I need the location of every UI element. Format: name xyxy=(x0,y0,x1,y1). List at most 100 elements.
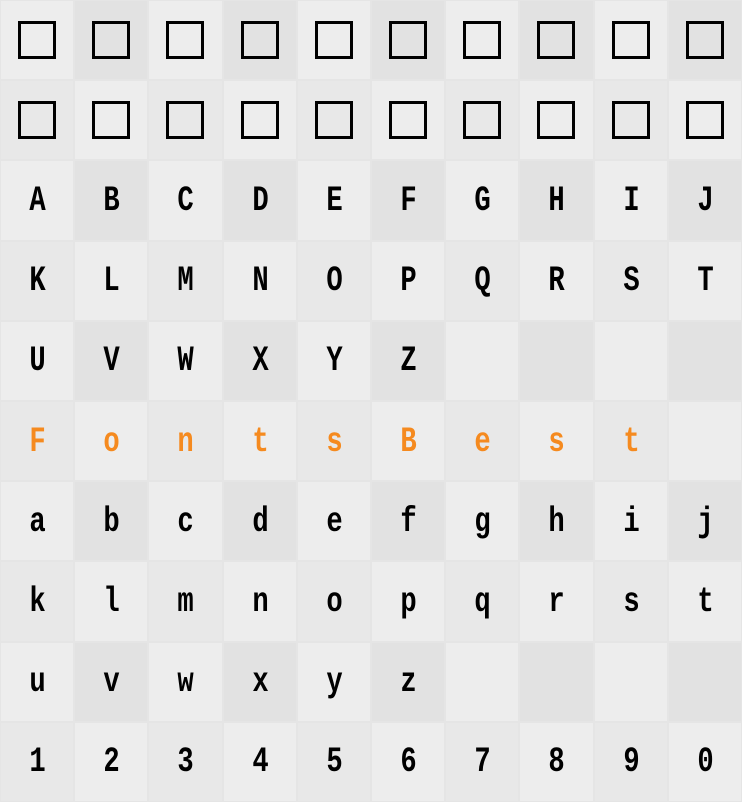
glyph-cell-M[interactable]: M xyxy=(149,242,221,320)
glyph-cell-empty[interactable] xyxy=(446,643,518,721)
glyph-cell-G[interactable]: G xyxy=(446,161,518,239)
glyph-cell-e[interactable]: e xyxy=(446,402,518,480)
glyph-cell-l[interactable]: l xyxy=(75,562,147,640)
glyph-cell-j[interactable]: j xyxy=(669,482,741,560)
glyph-cell-undefined[interactable] xyxy=(149,1,221,79)
glyph-cell-S[interactable]: S xyxy=(595,242,667,320)
glyph-cell-p[interactable]: p xyxy=(372,562,444,640)
glyph-cell-empty[interactable] xyxy=(595,643,667,721)
glyph-cell-0[interactable]: 0 xyxy=(669,723,741,801)
glyph-cell-X[interactable]: X xyxy=(224,322,296,400)
glyph-cell-O[interactable]: O xyxy=(298,242,370,320)
glyph-cell-y[interactable]: y xyxy=(298,643,370,721)
glyph-cell-Q[interactable]: Q xyxy=(446,242,518,320)
glyph-cell-K[interactable]: K xyxy=(1,242,73,320)
glyph-cell-n[interactable]: n xyxy=(149,402,221,480)
glyph-cell-w[interactable]: w xyxy=(149,643,221,721)
glyph-cell-empty[interactable] xyxy=(595,322,667,400)
glyph-cell-undefined[interactable] xyxy=(298,81,370,159)
glyph-cell-undefined[interactable] xyxy=(75,81,147,159)
glyph-cell-i[interactable]: i xyxy=(595,482,667,560)
glyph-cell-3[interactable]: 3 xyxy=(149,723,221,801)
glyph-cell-f[interactable]: f xyxy=(372,482,444,560)
glyph-cell-undefined[interactable] xyxy=(149,81,221,159)
glyph-cell-m[interactable]: m xyxy=(149,562,221,640)
glyph-cell-k[interactable]: k xyxy=(1,562,73,640)
glyph-cell-b[interactable]: b xyxy=(75,482,147,560)
glyph-cell-t[interactable]: t xyxy=(669,562,741,640)
glyph-cell-L[interactable]: L xyxy=(75,242,147,320)
glyph-cell-q[interactable]: q xyxy=(446,562,518,640)
glyph-cell-T[interactable]: T xyxy=(669,242,741,320)
glyph-cell-z[interactable]: z xyxy=(372,643,444,721)
glyph-cell-undefined[interactable] xyxy=(224,1,296,79)
glyph-cell-A[interactable]: A xyxy=(1,161,73,239)
glyph-cell-6[interactable]: 6 xyxy=(372,723,444,801)
glyph-cell-empty[interactable] xyxy=(669,402,741,480)
glyph-cell-B[interactable]: B xyxy=(372,402,444,480)
glyph-cell-undefined[interactable] xyxy=(1,81,73,159)
glyph-cell-s[interactable]: s xyxy=(595,562,667,640)
glyph-cell-v[interactable]: v xyxy=(75,643,147,721)
glyph-cell-undefined[interactable] xyxy=(669,81,741,159)
glyph-cell-s[interactable]: s xyxy=(298,402,370,480)
glyph-cell-empty[interactable] xyxy=(669,322,741,400)
glyph-cell-a[interactable]: a xyxy=(1,482,73,560)
glyph-cell-J[interactable]: J xyxy=(669,161,741,239)
glyph-cell-undefined[interactable] xyxy=(298,1,370,79)
glyph-cell-F[interactable]: F xyxy=(1,402,73,480)
glyph-cell-4[interactable]: 4 xyxy=(224,723,296,801)
glyph-cell-r[interactable]: r xyxy=(520,562,592,640)
glyph-cell-u[interactable]: u xyxy=(1,643,73,721)
glyph-cell-undefined[interactable] xyxy=(372,1,444,79)
glyph-cell-empty[interactable] xyxy=(446,322,518,400)
glyph-cell-undefined[interactable] xyxy=(595,1,667,79)
glyph-cell-H[interactable]: H xyxy=(520,161,592,239)
glyph-cell-I[interactable]: I xyxy=(595,161,667,239)
glyph-cell-5[interactable]: 5 xyxy=(298,723,370,801)
glyph-cell-h[interactable]: h xyxy=(520,482,592,560)
glyph-cell-e[interactable]: e xyxy=(298,482,370,560)
glyph-cell-N[interactable]: N xyxy=(224,242,296,320)
glyph-cell-x[interactable]: x xyxy=(224,643,296,721)
glyph-cell-W[interactable]: W xyxy=(149,322,221,400)
glyph-cell-t[interactable]: t xyxy=(595,402,667,480)
glyph-cell-D[interactable]: D xyxy=(224,161,296,239)
glyph-cell-P[interactable]: P xyxy=(372,242,444,320)
glyph-cell-o[interactable]: o xyxy=(298,562,370,640)
glyph-cell-t[interactable]: t xyxy=(224,402,296,480)
glyph-cell-undefined[interactable] xyxy=(446,81,518,159)
glyph-cell-n[interactable]: n xyxy=(224,562,296,640)
glyph-cell-undefined[interactable] xyxy=(669,1,741,79)
glyph-cell-Z[interactable]: Z xyxy=(372,322,444,400)
glyph-cell-undefined[interactable] xyxy=(224,81,296,159)
glyph-cell-empty[interactable] xyxy=(669,643,741,721)
glyph-cell-2[interactable]: 2 xyxy=(75,723,147,801)
glyph-cell-undefined[interactable] xyxy=(1,1,73,79)
glyph-cell-U[interactable]: U xyxy=(1,322,73,400)
glyph-cell-9[interactable]: 9 xyxy=(595,723,667,801)
glyph-cell-empty[interactable] xyxy=(520,322,592,400)
glyph-cell-R[interactable]: R xyxy=(520,242,592,320)
glyph-cell-s[interactable]: s xyxy=(520,402,592,480)
glyph-cell-8[interactable]: 8 xyxy=(520,723,592,801)
glyph-cell-undefined[interactable] xyxy=(520,81,592,159)
glyph-cell-7[interactable]: 7 xyxy=(446,723,518,801)
glyph-cell-F[interactable]: F xyxy=(372,161,444,239)
glyph-cell-undefined[interactable] xyxy=(595,81,667,159)
glyph-cell-undefined[interactable] xyxy=(75,1,147,79)
glyph-cell-undefined[interactable] xyxy=(372,81,444,159)
glyph-cell-C[interactable]: C xyxy=(149,161,221,239)
glyph-cell-d[interactable]: d xyxy=(224,482,296,560)
glyph-cell-V[interactable]: V xyxy=(75,322,147,400)
glyph-cell-undefined[interactable] xyxy=(446,1,518,79)
glyph-cell-o[interactable]: o xyxy=(75,402,147,480)
glyph-cell-Y[interactable]: Y xyxy=(298,322,370,400)
glyph-cell-E[interactable]: E xyxy=(298,161,370,239)
glyph-cell-1[interactable]: 1 xyxy=(1,723,73,801)
glyph-cell-undefined[interactable] xyxy=(520,1,592,79)
glyph-cell-empty[interactable] xyxy=(520,643,592,721)
glyph-cell-B[interactable]: B xyxy=(75,161,147,239)
glyph-cell-c[interactable]: c xyxy=(149,482,221,560)
glyph-cell-g[interactable]: g xyxy=(446,482,518,560)
